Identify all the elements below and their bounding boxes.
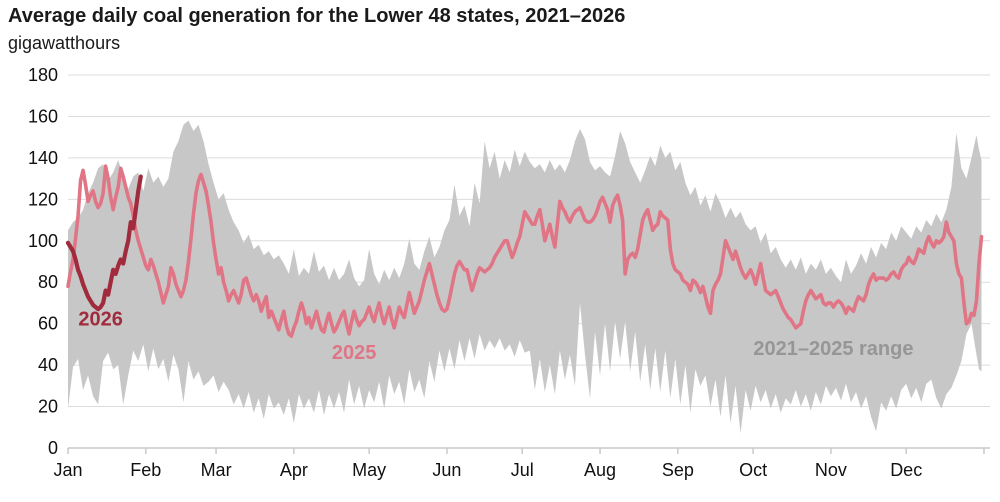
x-axis-label-Jul: Jul (511, 460, 534, 480)
x-axis-label-Feb: Feb (130, 460, 161, 480)
y-axis-tick-label: 0 (48, 438, 58, 458)
y-axis-tick-label: 120 (28, 189, 58, 209)
y-axis-tick-label: 100 (28, 231, 58, 251)
annotation-2026: 2026 (78, 309, 123, 331)
x-axis-label-Nov: Nov (815, 460, 847, 480)
x-axis-label-Jun: Jun (432, 460, 461, 480)
y-axis-tick-label: 180 (28, 65, 58, 85)
y-axis-tick-label: 20 (38, 397, 58, 417)
x-axis-label-Sep: Sep (662, 460, 694, 480)
x-axis-label-Oct: Oct (739, 460, 767, 480)
x-axis-label-Apr: Apr (280, 460, 308, 480)
x-axis-label-Mar: Mar (201, 460, 232, 480)
annotation-2021-2025-range: 2021–2025 range (753, 338, 913, 360)
x-axis-label-May: May (352, 460, 386, 480)
x-axis-label-Dec: Dec (890, 460, 922, 480)
x-axis-label-Jan: Jan (53, 460, 82, 480)
y-axis-tick-label: 80 (38, 272, 58, 292)
line-2025 (66, 164, 984, 338)
band-2021-2025-range (68, 120, 982, 434)
x-axis-label-Aug: Aug (584, 460, 616, 480)
annotation-2025: 2025 (332, 342, 377, 364)
y-axis-tick-label: 60 (38, 314, 58, 334)
chart-unit-label: gigawatthours (8, 33, 121, 53)
y-axis-tick-label: 40 (38, 355, 58, 375)
y-axis-tick-label: 140 (28, 148, 58, 168)
chart-title: Average daily coal generation for the Lo… (8, 5, 626, 27)
y-axis-tick-label: 160 (28, 106, 58, 126)
line-2026 (65, 174, 143, 312)
